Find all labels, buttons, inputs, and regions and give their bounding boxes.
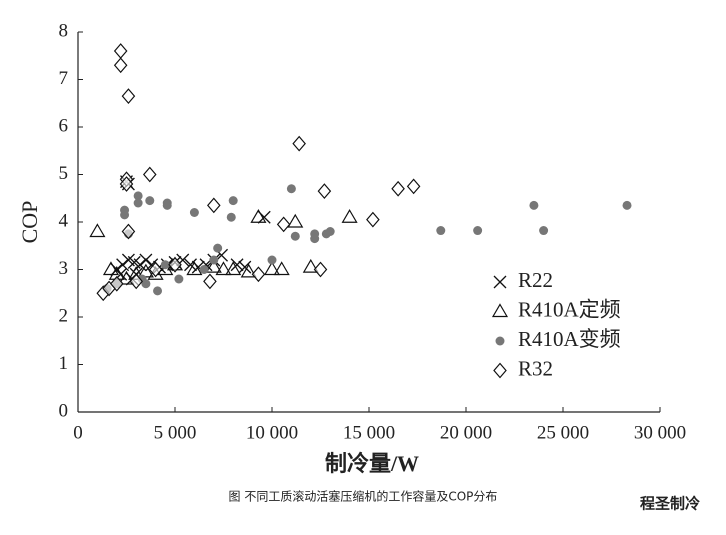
y-tick-label: 8 (59, 20, 69, 41)
point (141, 279, 151, 289)
x-tick-label: 5 000 (154, 422, 197, 443)
legend-marker (493, 275, 507, 289)
point (153, 286, 163, 296)
point (110, 275, 124, 292)
point (366, 211, 380, 228)
point (119, 176, 134, 192)
point (313, 261, 328, 278)
point (406, 178, 421, 195)
caption: 图 不同工质滚动活塞压缩机的工作容量及COP分布 (229, 489, 498, 504)
y-tick-label: 1 (59, 353, 69, 374)
watermark: 程圣制冷 (640, 495, 700, 513)
point (184, 258, 197, 272)
point (287, 213, 304, 228)
point (139, 253, 153, 267)
x-tick-label: 30 000 (634, 422, 686, 443)
point (120, 205, 130, 215)
point (215, 261, 232, 276)
point (250, 209, 267, 223)
point (209, 255, 219, 265)
x-tick-label: 0 (73, 422, 83, 443)
point (160, 260, 170, 270)
x-tick-label: 25 000 (537, 422, 589, 443)
point (238, 260, 252, 274)
point (622, 200, 632, 210)
point (116, 258, 130, 272)
x-tick-label: 20 000 (440, 422, 492, 443)
point (113, 57, 128, 74)
point (240, 263, 257, 278)
point (539, 226, 549, 236)
point (391, 180, 405, 197)
point (251, 266, 266, 283)
y-axis-label: COP (17, 201, 42, 244)
y-tick-label: 6 (59, 115, 69, 136)
point (186, 261, 203, 276)
point (436, 226, 446, 236)
point (473, 226, 483, 236)
point (121, 223, 136, 240)
point (207, 197, 221, 214)
point (121, 88, 136, 105)
point (199, 265, 209, 274)
point (292, 135, 306, 152)
point (174, 274, 184, 284)
point (302, 258, 319, 273)
point (290, 231, 300, 241)
y-tick-label: 4 (59, 210, 69, 231)
point (145, 196, 155, 206)
point (230, 258, 244, 272)
legend-label: R22 (518, 268, 553, 292)
point (213, 243, 223, 253)
point (102, 261, 120, 276)
point (142, 166, 157, 183)
x-tick-label: 15 000 (343, 422, 395, 443)
point (273, 261, 290, 276)
y-tick-label: 3 (59, 258, 69, 279)
point (168, 256, 182, 273)
point (341, 209, 358, 223)
x-axis-label: 制冷量/W (325, 451, 419, 476)
legend-marker (493, 362, 507, 379)
point (203, 273, 217, 290)
point (325, 227, 335, 236)
legend-marker (491, 303, 509, 318)
point (263, 261, 281, 276)
point (133, 198, 143, 208)
point (113, 43, 128, 59)
point (148, 261, 163, 278)
x-tick-label: 10 000 (246, 422, 298, 443)
point (529, 200, 539, 210)
point (133, 191, 143, 201)
legend-label: R410A变频 (518, 327, 621, 351)
point (226, 212, 236, 222)
point (162, 200, 172, 210)
point (276, 216, 291, 233)
y-tick-label: 7 (59, 68, 69, 89)
legend-marker (495, 336, 505, 346)
point (129, 273, 143, 290)
point (189, 208, 199, 217)
legend-label: R410A定频 (518, 297, 621, 321)
legend-label: R32 (518, 356, 553, 380)
point (205, 258, 222, 273)
point (225, 261, 242, 276)
point (267, 255, 277, 265)
point (286, 184, 296, 194)
y-tick-label: 0 (59, 400, 69, 421)
y-tick-label: 2 (59, 305, 69, 326)
y-tick-label: 5 (59, 163, 69, 184)
point (310, 234, 320, 244)
point (317, 183, 332, 200)
point (228, 196, 238, 206)
point (89, 223, 106, 238)
